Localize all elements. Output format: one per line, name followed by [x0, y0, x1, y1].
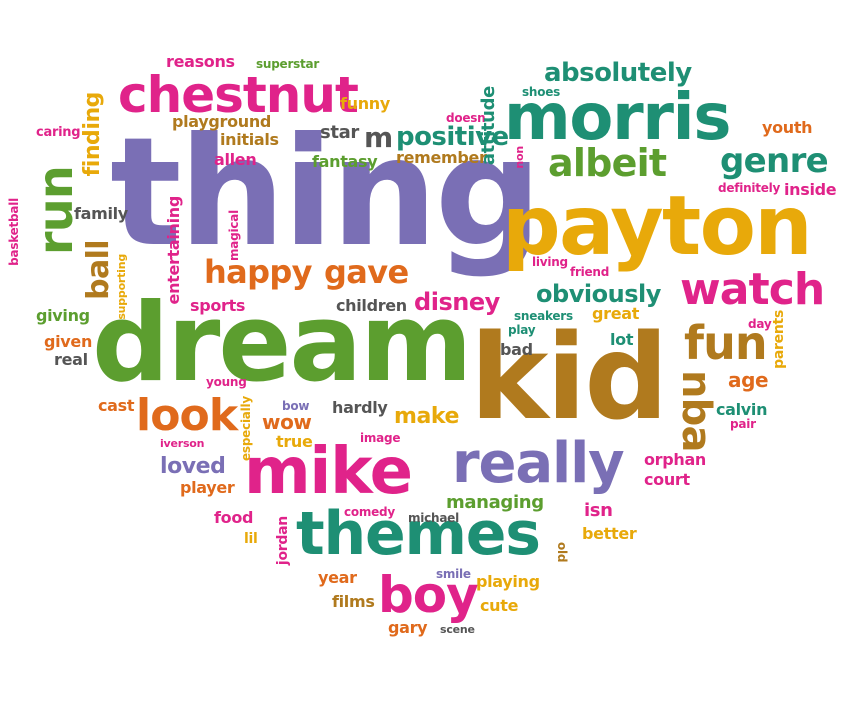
word-scene: scene	[440, 623, 475, 636]
word-allen: allen	[214, 150, 257, 169]
word-funny: funny	[340, 94, 390, 113]
word-great: great	[592, 304, 640, 323]
word-family: family	[74, 204, 128, 223]
word-hardly: hardly	[332, 398, 388, 417]
word-children: children	[336, 296, 407, 315]
word-really: really	[452, 431, 625, 496]
word-bad: bad	[500, 340, 533, 359]
word-m: m	[364, 121, 393, 154]
word-playground: playground	[172, 112, 272, 131]
word-giving: giving	[36, 306, 90, 325]
word-true: true	[276, 432, 313, 451]
word-albeit: albeit	[548, 141, 667, 185]
word-fantasy: fantasy	[312, 152, 378, 171]
word-morris: morris	[504, 81, 731, 155]
word-isn: isn	[584, 500, 613, 521]
word-absolutely: absolutely	[544, 58, 692, 88]
word-friend: friend	[570, 265, 610, 279]
word-especially: especially	[239, 396, 253, 461]
word-comedy: comedy	[344, 505, 395, 519]
word-loved: loved	[160, 454, 226, 479]
word-caring: caring	[36, 125, 81, 140]
word-real: real	[54, 350, 88, 369]
word-age: age	[728, 368, 769, 392]
word-positive: positive	[396, 122, 509, 152]
word-attitude: attitude	[478, 86, 499, 166]
word-managing: managing	[446, 492, 544, 513]
word-ball: ball	[81, 240, 116, 300]
word-playing: playing	[476, 572, 540, 591]
word-food: food	[214, 508, 254, 527]
word-basketball: basketball	[7, 198, 21, 266]
word-smile: smile	[436, 567, 471, 581]
word-films: films	[332, 592, 375, 611]
word-nba: nba	[673, 370, 719, 452]
word-old: old	[555, 542, 569, 563]
word-gary: gary	[388, 618, 428, 637]
word-themes: themes	[296, 499, 541, 569]
word-lil: lil	[244, 531, 258, 547]
word-living: living	[532, 255, 568, 269]
word-watch: watch	[680, 264, 825, 315]
word-better: better	[582, 524, 637, 543]
word-pair: pair	[730, 417, 756, 431]
word-inside: inside	[784, 180, 837, 199]
word-run: run	[28, 166, 84, 256]
word-day: day	[748, 317, 772, 331]
word-make: make	[394, 404, 459, 429]
word-definitely: definitely	[718, 181, 781, 195]
word-cast: cast	[98, 396, 135, 415]
word-obviously: obviously	[536, 280, 661, 308]
word-magical: magical	[227, 210, 241, 261]
word-play: play	[508, 323, 536, 337]
word-mike: mike	[244, 435, 413, 509]
word-court: court	[644, 470, 690, 489]
word-iverson: iverson	[160, 437, 205, 450]
word-player: player	[180, 478, 235, 497]
word-lot: lot	[610, 330, 634, 349]
word-payton: payton	[502, 179, 813, 274]
word-look: look	[136, 390, 238, 441]
word-fun: fun	[684, 316, 768, 370]
word-young: young	[206, 375, 247, 389]
word-reasons: reasons	[166, 52, 235, 71]
word-supporting: supporting	[115, 254, 128, 320]
word-year: year	[318, 568, 357, 587]
word-jordan: jordan	[275, 516, 291, 566]
word-bow: bow	[282, 399, 310, 413]
word-thing: thing	[110, 106, 542, 280]
word-entertaining: entertaining	[164, 196, 183, 305]
word-genre: genre	[720, 141, 829, 181]
word-wow: wow	[262, 410, 312, 434]
word-initials: initials	[220, 130, 279, 149]
word-kid: kid	[470, 308, 669, 446]
word-shoes: shoes	[522, 85, 561, 99]
word-image: image	[360, 431, 401, 445]
word-dream: dream	[92, 281, 473, 406]
word-sneakers: sneakers	[514, 309, 573, 323]
word-gave: gave	[324, 253, 409, 291]
word-michael: michael	[408, 511, 459, 525]
word-disney: disney	[414, 288, 500, 316]
word-calvin: calvin	[716, 400, 768, 419]
word-boy: boy	[378, 566, 479, 624]
word-parents: parents	[771, 310, 787, 369]
word-chestnut: chestnut	[118, 66, 359, 124]
word-superstar: superstar	[256, 57, 320, 71]
word-non: non	[513, 146, 526, 169]
word-star: star	[320, 122, 359, 143]
word-happy: happy	[204, 253, 312, 291]
word-finding: finding	[80, 92, 105, 177]
word-remember: remember	[396, 148, 487, 167]
word-sports: sports	[190, 296, 246, 315]
word-doesn: doesn	[446, 111, 486, 125]
word-youth: youth	[762, 118, 813, 137]
word-cute: cute	[480, 596, 519, 615]
word-given: given	[44, 332, 93, 351]
word-orphan: orphan	[644, 450, 706, 469]
